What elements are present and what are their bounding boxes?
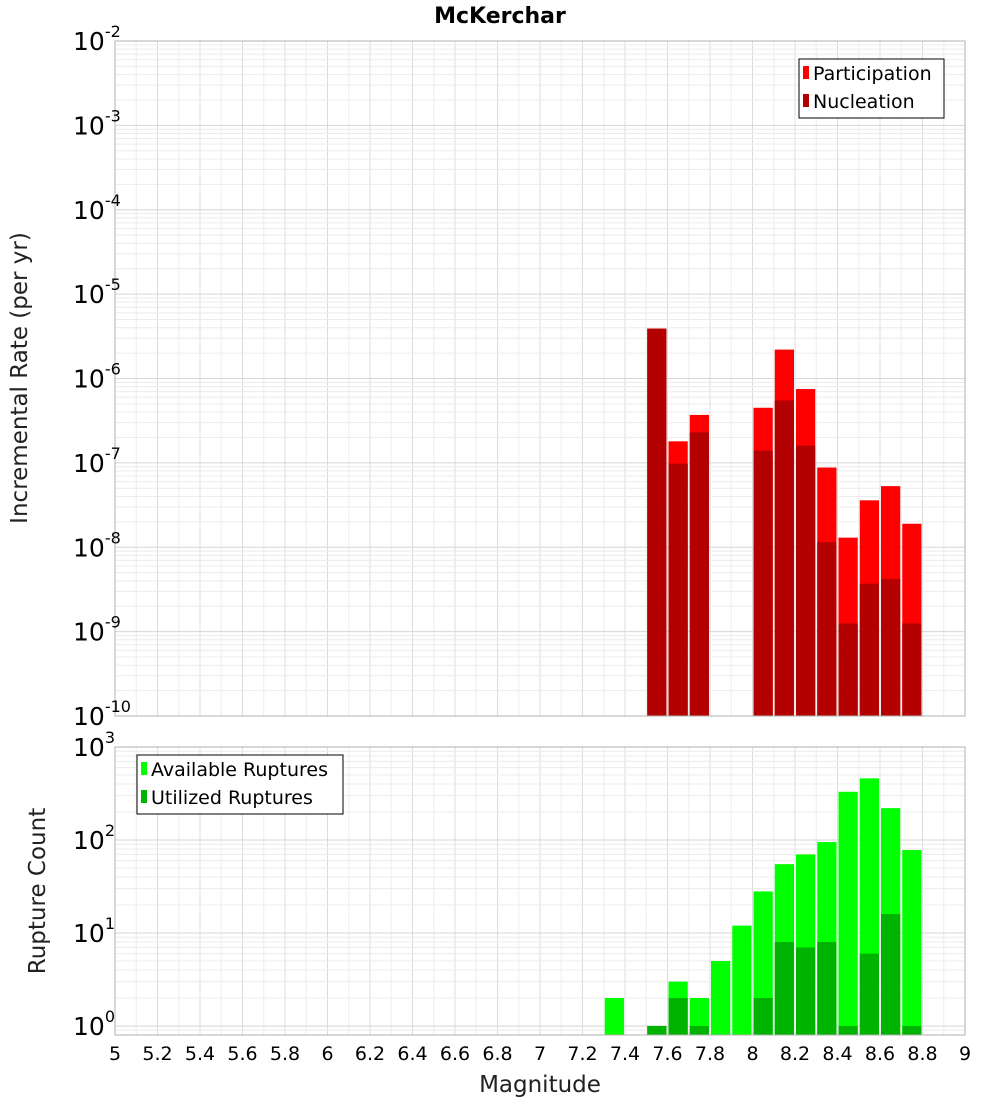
legend-label: Available Ruptures <box>151 759 328 781</box>
legend: Available Ruptures Utilized Ruptures <box>136 754 344 815</box>
x-tick-label: 8.6 <box>865 1043 895 1065</box>
bar-secondary-6 <box>817 542 837 716</box>
x-tick-label: 5.6 <box>227 1043 257 1065</box>
bar-secondary-5 <box>796 445 816 716</box>
x-tick-labels: 5 5.2 5.4 5.6 5.8 6 6.2 6.4 6.6 6.8 7 7.2 7.4 7.6 7.8 8… <box>109 1043 971 1065</box>
y-tick-label: 10-10 <box>73 697 131 731</box>
x-tick-label: 7.2 <box>567 1043 597 1065</box>
x-tick-label: 6.8 <box>482 1043 512 1065</box>
x-tick-label: 9 <box>959 1043 971 1065</box>
bar-secondary-5 <box>796 947 816 1035</box>
x-axis-label: Magnitude <box>479 1072 601 1098</box>
bar-secondary-8 <box>859 953 879 1035</box>
bar-secondary-1 <box>668 997 688 1035</box>
x-tick-label: 5 <box>109 1043 121 1065</box>
y-tick-label: 100 <box>73 1007 115 1041</box>
legend-label: Utilized Ruptures <box>151 787 313 809</box>
chart-title: McKerchar <box>434 4 566 29</box>
series-1 <box>647 328 922 716</box>
x-tick-label: 8.2 <box>780 1043 810 1065</box>
legend-swatch <box>803 94 809 107</box>
y-tick-label: 10-4 <box>73 191 121 225</box>
bar-secondary-0 <box>647 1025 667 1035</box>
legend-swatch <box>141 790 147 803</box>
legend-label: Participation <box>813 63 932 85</box>
x-tick-label: 7.6 <box>652 1043 682 1065</box>
bar-secondary-7 <box>838 623 858 716</box>
x-tick-label: 5.2 <box>142 1043 172 1065</box>
y-tick-label: 10-2 <box>73 22 121 56</box>
x-tick-label: 7.8 <box>695 1043 725 1065</box>
x-tick-label: 6 <box>321 1043 333 1065</box>
plot-frame <box>114 746 966 1036</box>
y-tick-label: 101 <box>73 914 115 948</box>
bar-secondary-9 <box>881 579 901 716</box>
bar-secondary-2 <box>689 432 709 716</box>
bar-secondary-6 <box>817 942 837 1035</box>
legend-box <box>136 754 344 815</box>
x-tick-label: 8.4 <box>822 1043 852 1065</box>
bottom-y-axis-label: Rupture Count <box>25 808 51 974</box>
bar-secondary-3 <box>753 450 773 716</box>
x-tick-label: 6.4 <box>397 1043 427 1065</box>
y-tick-label: 103 <box>73 728 115 762</box>
y-tick-label: 10-8 <box>73 528 121 562</box>
bar-primary-5 <box>732 925 752 1035</box>
x-tick-label: 5.4 <box>185 1043 215 1065</box>
bar-secondary-9 <box>881 914 901 1035</box>
bar-secondary-3 <box>753 997 773 1035</box>
bar-secondary-4 <box>774 400 794 716</box>
x-tick-label: 8.8 <box>907 1043 937 1065</box>
x-tick-label: 7 <box>534 1043 546 1065</box>
legend-label: Nucleation <box>813 91 915 113</box>
bar-primary-10 <box>838 791 858 1035</box>
grid <box>114 41 966 717</box>
x-tick-label: 8 <box>746 1043 758 1065</box>
series-1 <box>647 914 922 1035</box>
bar-primary-4 <box>711 960 731 1035</box>
y-tick-label: 10-7 <box>73 444 121 478</box>
bar-secondary-0 <box>647 328 667 716</box>
top-y-axis-label: Incremental Rate (per yr) <box>7 232 33 524</box>
bar-secondary-2 <box>689 1025 709 1035</box>
legend-swatch <box>141 762 147 775</box>
bar-secondary-10 <box>902 623 922 716</box>
legend-box <box>798 58 945 119</box>
bar-primary-3 <box>689 997 709 1035</box>
y-tick-label: 102 <box>73 821 115 855</box>
x-tick-label: 6.2 <box>355 1043 385 1065</box>
y-tick-label: 10-6 <box>73 360 121 394</box>
y-tick-label: 10-5 <box>73 275 121 309</box>
bar-secondary-8 <box>859 583 879 716</box>
x-tick-label: 6.6 <box>440 1043 470 1065</box>
bar-secondary-7 <box>838 1025 858 1035</box>
y-tick-label: 10-9 <box>73 613 121 647</box>
bar-secondary-10 <box>902 1025 922 1035</box>
y-tick-labels: 103 102 101 100 <box>73 728 115 1041</box>
x-tick-label: 7.4 <box>610 1043 640 1065</box>
bar-secondary-4 <box>774 942 794 1035</box>
legend-swatch <box>803 66 809 79</box>
plot-frame <box>114 40 966 717</box>
bar-primary-0 <box>604 997 624 1035</box>
legend: Participation Nucleation <box>798 58 945 119</box>
y-tick-labels: 10-2 10-3 10-4 10-5 10-6 10-7 10-8 10-9 10-10 <box>73 22 131 731</box>
y-tick-label: 10-3 <box>73 106 121 140</box>
bar-secondary-1 <box>668 463 688 716</box>
bar-primary-13 <box>902 850 922 1035</box>
x-tick-label: 5.8 <box>270 1043 300 1065</box>
rate-panel: 10-2 10-3 10-4 10-5 10-6 10-7 10-8 10-9 10-10 Par… <box>73 22 966 731</box>
